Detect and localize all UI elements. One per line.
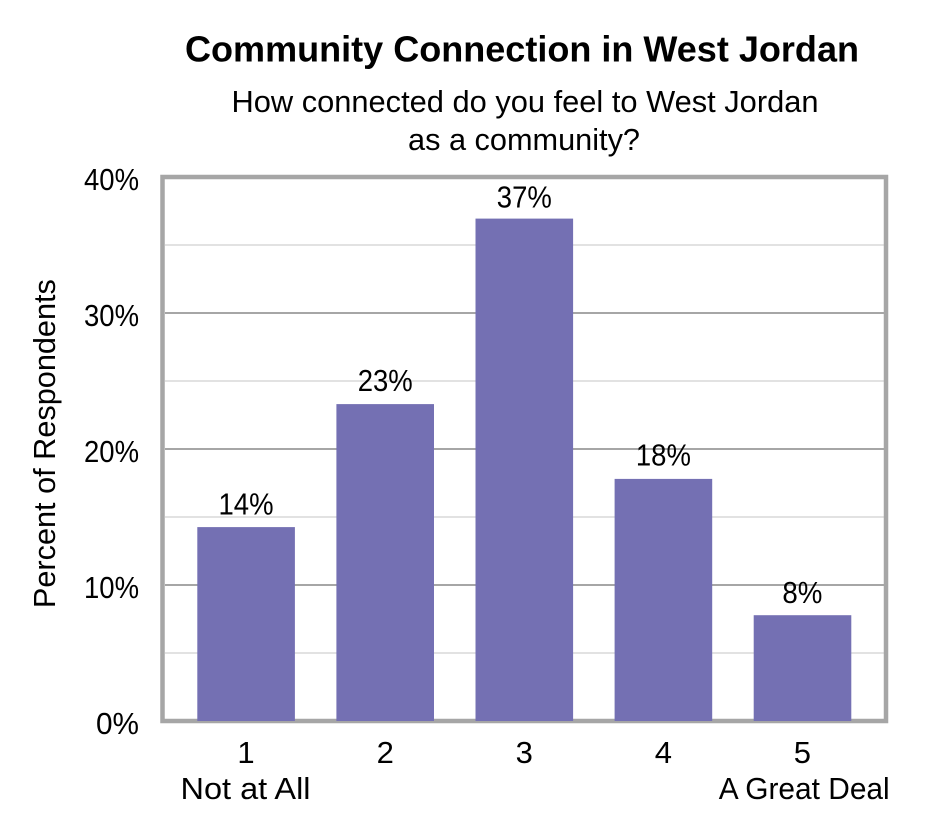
svg-text:23%: 23% — [358, 363, 413, 398]
svg-text:18%: 18% — [636, 438, 691, 473]
svg-text:0%: 0% — [96, 706, 139, 741]
svg-text:10%: 10% — [84, 570, 139, 605]
svg-text:40%: 40% — [84, 162, 139, 197]
svg-text:1: 1 — [237, 735, 254, 770]
svg-text:37%: 37% — [497, 179, 552, 214]
svg-text:2: 2 — [377, 735, 394, 770]
svg-text:4: 4 — [655, 735, 672, 770]
svg-text:as a community?: as a community? — [408, 122, 640, 157]
svg-text:Community Connection in West J: Community Connection in West Jordan — [185, 29, 859, 70]
svg-text:Not at All: Not at All — [181, 771, 311, 806]
svg-text:8%: 8% — [782, 575, 822, 610]
svg-text:A Great Deal: A Great Deal — [719, 771, 890, 806]
svg-text:5: 5 — [794, 735, 811, 770]
svg-text:How connected do you feel to W: How connected do you feel to West Jordan — [232, 84, 819, 119]
svg-text:20%: 20% — [84, 434, 139, 469]
svg-text:30%: 30% — [84, 298, 139, 333]
svg-text:Percent of Respondents: Percent of Respondents — [27, 279, 62, 608]
svg-text:14%: 14% — [219, 487, 274, 522]
svg-text:3: 3 — [516, 735, 533, 770]
